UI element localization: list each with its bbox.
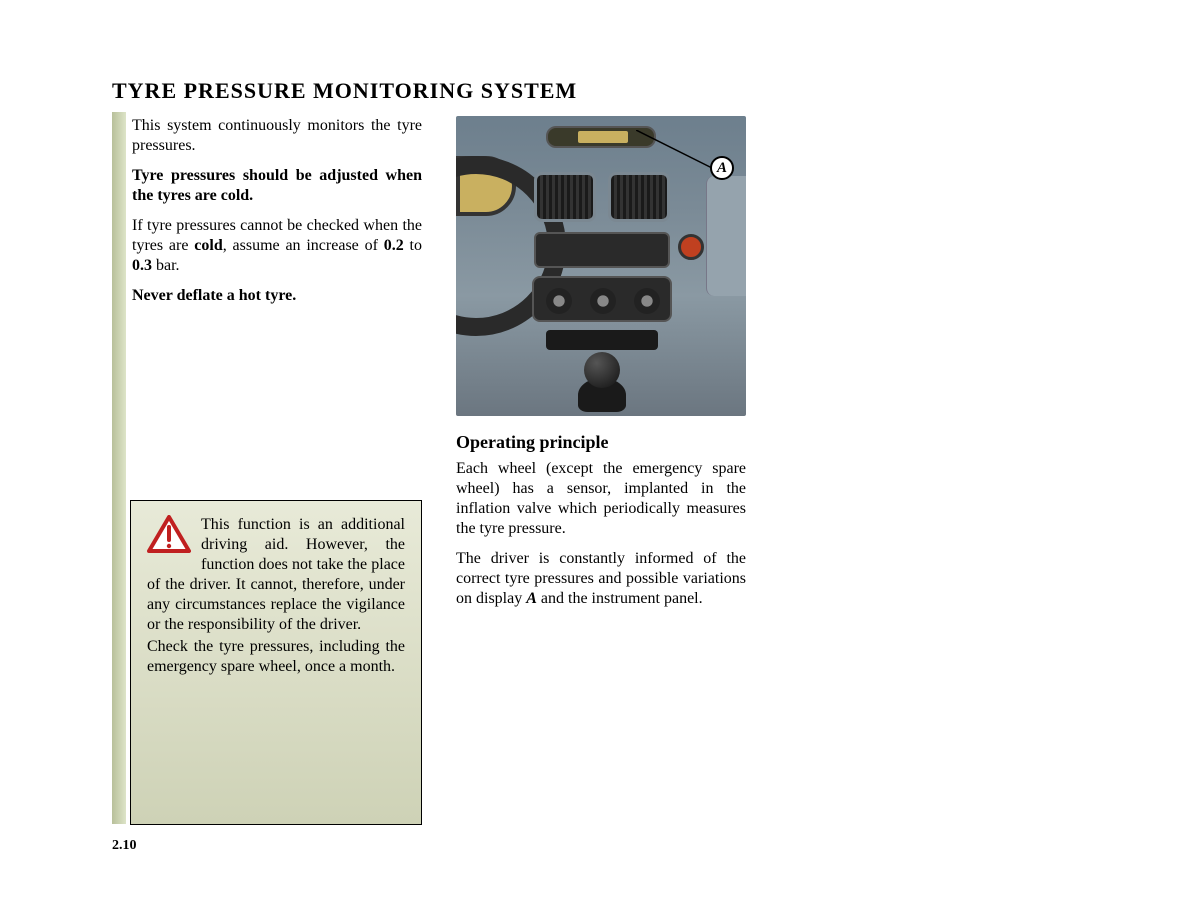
display-ref: A: [526, 590, 537, 607]
text-fragment: bar.: [152, 257, 180, 274]
page-number: 2.10: [112, 838, 137, 854]
pressure-increase-text: If tyre pressures cannot be checked when…: [132, 216, 422, 276]
climate-controls: [532, 276, 672, 322]
value-high: 0.3: [132, 257, 152, 274]
text-fragment: , assume an increase of: [223, 237, 384, 254]
value-low: 0.2: [384, 237, 404, 254]
warning-box: This function is an additional driving a…: [130, 500, 422, 825]
gear-knob: [584, 352, 620, 388]
warning-text-2: Check the tyre pressures, including the …: [147, 637, 405, 677]
climate-dial: [590, 288, 616, 314]
climate-dial: [546, 288, 572, 314]
climate-dial: [634, 288, 660, 314]
warning-triangle-icon: [147, 515, 191, 555]
cold-adjust-text: Tyre pressures should be adjusted when t…: [132, 166, 422, 206]
radio-unit: [534, 232, 670, 268]
page-title: TYRE PRESSURE MONITORING SYSTEM: [112, 78, 577, 104]
hazard-button: [678, 234, 704, 260]
column-2: Operating principle Each wheel (except t…: [456, 432, 746, 619]
intro-text: This system continuously monitors the ty…: [132, 116, 422, 156]
cold-word: cold: [194, 237, 222, 254]
text-fragment: and the instrument panel.: [537, 590, 703, 607]
operating-principle-heading: Operating principle: [456, 432, 746, 453]
never-deflate-text: Never deflate a hot tyre.: [132, 286, 422, 306]
sidebar-strip: [112, 112, 126, 824]
column-1: This system continuously monitors the ty…: [132, 116, 422, 316]
air-vent-left: [534, 172, 596, 222]
operating-principle-p2: The driver is constantly informed of the…: [456, 549, 746, 609]
text-fragment: to: [404, 237, 422, 254]
storage-slot: [546, 330, 658, 350]
glovebox: [706, 176, 746, 296]
operating-principle-p1: Each wheel (except the emergency spare w…: [456, 459, 746, 539]
callout-label-a: A: [710, 156, 734, 180]
